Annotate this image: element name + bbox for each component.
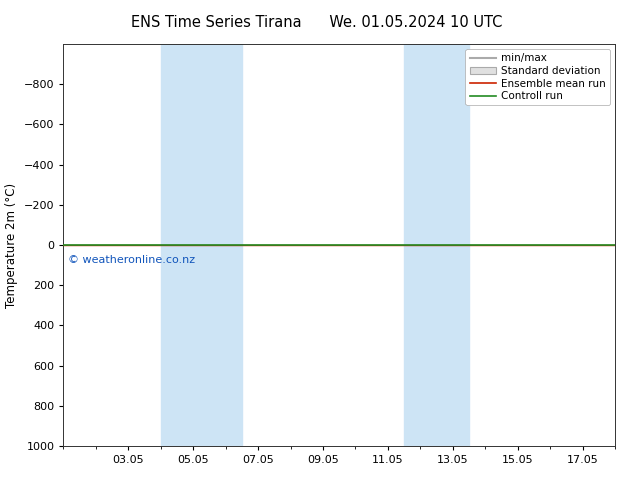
Legend: min/max, Standard deviation, Ensemble mean run, Controll run: min/max, Standard deviation, Ensemble me… [465,49,610,105]
Text: ENS Time Series Tirana      We. 01.05.2024 10 UTC: ENS Time Series Tirana We. 01.05.2024 10… [131,15,503,30]
Bar [404,44,469,446]
Y-axis label: Temperature 2m (°C): Temperature 2m (°C) [5,182,18,308]
Bar [161,44,242,446]
Text: © weatheronline.co.nz: © weatheronline.co.nz [68,255,195,265]
